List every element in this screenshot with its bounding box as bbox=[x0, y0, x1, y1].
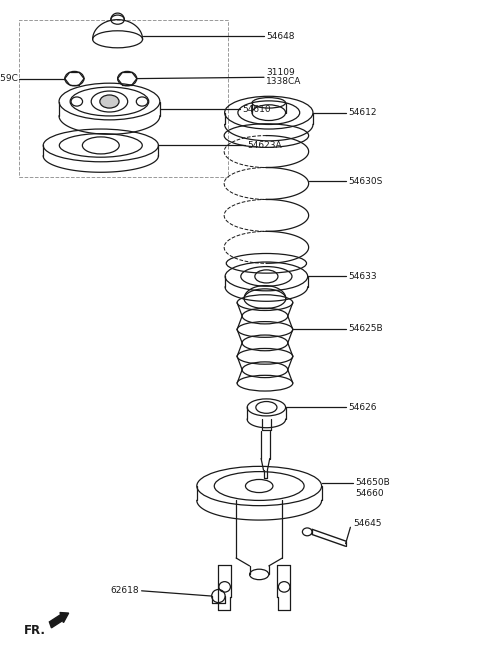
Text: 54626: 54626 bbox=[348, 403, 376, 412]
Text: 54625B: 54625B bbox=[348, 324, 383, 333]
Text: 54660: 54660 bbox=[355, 489, 384, 498]
Text: 1338CA: 1338CA bbox=[266, 77, 302, 86]
Text: 54633: 54633 bbox=[348, 272, 377, 281]
Text: 54623A: 54623A bbox=[247, 141, 282, 150]
Text: 54630S: 54630S bbox=[348, 177, 383, 186]
Text: 54612: 54612 bbox=[348, 108, 376, 117]
Bar bbox=[19, 20, 228, 177]
FancyArrow shape bbox=[49, 612, 69, 628]
Text: 54610: 54610 bbox=[242, 105, 271, 114]
Text: FR.: FR. bbox=[24, 624, 46, 637]
Text: 54648: 54648 bbox=[266, 31, 295, 41]
Text: 31109: 31109 bbox=[266, 67, 295, 77]
Text: 54645: 54645 bbox=[353, 519, 381, 529]
Text: 54559C: 54559C bbox=[0, 74, 18, 83]
Ellipse shape bbox=[100, 95, 119, 108]
Text: 54650B: 54650B bbox=[355, 478, 390, 487]
Text: 62618: 62618 bbox=[110, 586, 139, 595]
